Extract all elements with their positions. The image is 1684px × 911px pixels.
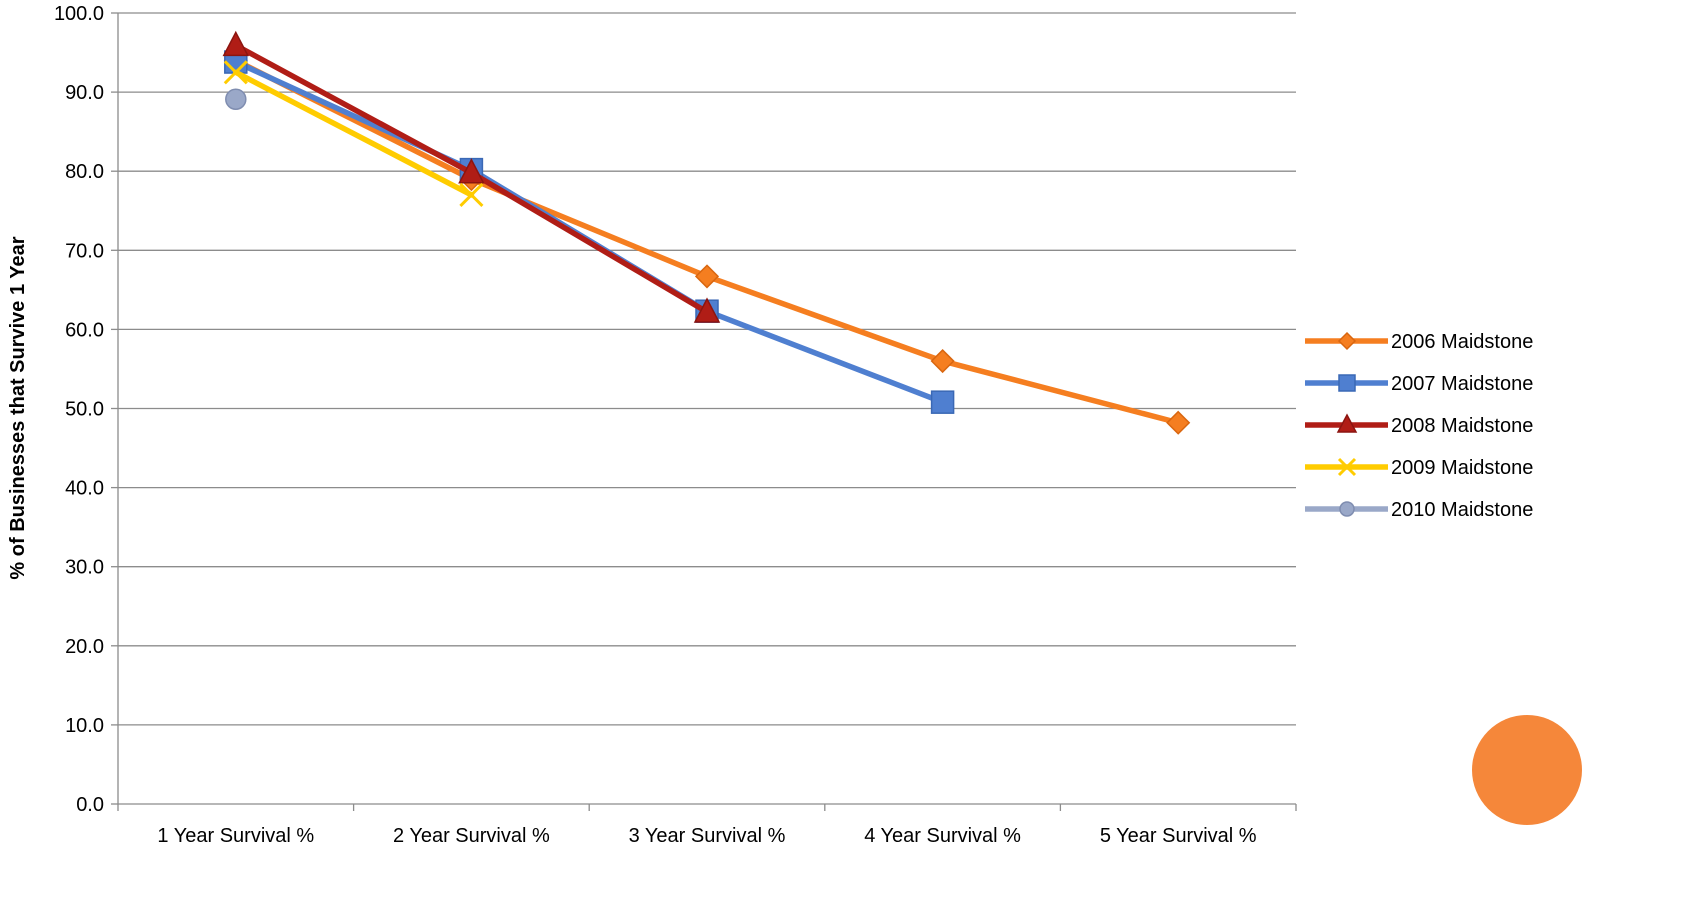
series-lines — [222, 30, 1191, 435]
series-marker — [1338, 374, 1356, 392]
series-line — [233, 59, 946, 405]
series-marker — [222, 30, 250, 57]
series-marker — [693, 297, 721, 323]
legend-item: 2006 Maidstone — [1305, 331, 1533, 353]
series-line — [233, 69, 475, 198]
legend: 2006 Maidstone 2007 Maidstone 2008 Maidsto… — [1305, 331, 1533, 521]
series-marker — [1339, 501, 1355, 517]
series-2007-maidstone — [224, 50, 955, 414]
x-tick-label: 4 Year Survival % — [864, 825, 1021, 847]
y-tick-label: 70.0 — [65, 240, 104, 262]
series-2006-maidstone — [223, 48, 1191, 435]
series-marker — [930, 348, 955, 374]
y-tick-label: 80.0 — [65, 161, 104, 183]
y-tick-label: 100.0 — [54, 3, 104, 25]
series-marker — [694, 264, 720, 289]
legend-item: 2009 Maidstone — [1305, 457, 1533, 479]
y-tick-label: 50.0 — [65, 399, 104, 421]
marker-stroke — [459, 182, 484, 207]
x-tick-label: 5 Year Survival % — [1100, 825, 1257, 847]
series-marker — [1166, 410, 1191, 435]
legend-label: 2006 Maidstone — [1391, 331, 1533, 353]
series-marker — [223, 60, 248, 85]
legend-label: 2008 Maidstone — [1391, 415, 1533, 437]
y-axis-title: % of Businesses that Survive 1 Year — [7, 236, 29, 579]
series-marker — [1336, 413, 1358, 433]
series-marker — [930, 390, 955, 414]
legend-label: 2007 Maidstone — [1391, 373, 1533, 395]
x-tick-label: 3 Year Survival % — [629, 825, 786, 847]
gridlines — [118, 12, 1296, 726]
series-marker — [225, 88, 247, 110]
y-tick-label: 20.0 — [65, 636, 104, 658]
series-marker — [458, 158, 485, 184]
y-tick-label: 30.0 — [65, 557, 104, 579]
legend-label: 2009 Maidstone — [1391, 457, 1533, 479]
series-marker — [1337, 457, 1357, 477]
x-tick-label: 1 Year Survival % — [157, 825, 314, 847]
marker-stroke — [1337, 457, 1357, 477]
decorative-orange-circle — [1472, 715, 1582, 825]
y-tick-label: 10.0 — [65, 715, 104, 737]
legend-label: 2010 Maidstone — [1391, 499, 1533, 521]
legend-item: 2007 Maidstone — [1305, 373, 1533, 395]
series-2008-maidstone — [222, 30, 721, 323]
series-2010-maidstone — [225, 88, 247, 110]
y-tick-label: 40.0 — [65, 478, 104, 500]
y-tick-label: 0.0 — [76, 794, 104, 816]
series-line — [233, 57, 1181, 426]
x-tick-label: 2 Year Survival % — [393, 825, 550, 847]
y-tick-label: 60.0 — [65, 319, 104, 341]
legend-item: 2010 Maidstone — [1305, 499, 1533, 521]
legend-item: 2008 Maidstone — [1305, 413, 1533, 437]
y-tick-label: 90.0 — [65, 82, 104, 104]
series-2009-maidstone — [223, 60, 484, 207]
series-marker — [459, 182, 484, 207]
marker-stroke — [223, 60, 248, 85]
axes: 0.0 10.0 20.0 30.0 40.0 50.0 60.0 70.0 80.0 90.0 1… — [54, 3, 1297, 847]
series-marker — [1337, 331, 1357, 351]
